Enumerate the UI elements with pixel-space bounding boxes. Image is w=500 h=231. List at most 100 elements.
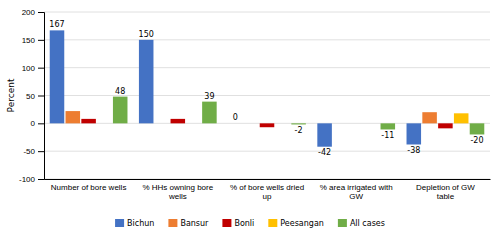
y-tick-mark xyxy=(38,40,44,41)
legend-swatch xyxy=(115,219,124,227)
x-tick-label-line: wells xyxy=(168,192,187,201)
legend-item: All cases xyxy=(338,219,385,228)
data-label: -11 xyxy=(381,131,394,140)
bar xyxy=(66,111,81,123)
y-tick-label: -50 xyxy=(23,147,35,156)
x-tick: Number of bore wells xyxy=(51,183,127,192)
grid-line xyxy=(44,12,490,13)
bar xyxy=(381,123,396,129)
data-label: -20 xyxy=(470,136,483,145)
legend-label: Bichun xyxy=(127,219,154,228)
bar xyxy=(155,123,170,124)
bar xyxy=(139,40,154,124)
bar xyxy=(50,30,65,123)
x-tick: Depletion of GWtable xyxy=(416,183,475,201)
y-tick: -50 xyxy=(23,147,44,156)
legend-swatch xyxy=(268,219,277,227)
legend-label: Peesangan xyxy=(280,219,324,228)
bar xyxy=(454,113,469,123)
bar xyxy=(349,123,364,124)
legend-item: Bonli xyxy=(222,219,254,228)
bar xyxy=(291,123,306,124)
bar xyxy=(228,123,243,124)
bar xyxy=(260,123,275,127)
x-tick-label: Number of bore wells xyxy=(51,183,127,192)
y-tick: 150 xyxy=(22,36,44,45)
data-label: 0 xyxy=(233,113,238,122)
x-tick-label: % HHs owning borewells xyxy=(142,183,213,201)
x-tick: % HHs owning borewells xyxy=(142,183,213,201)
bar xyxy=(113,97,128,124)
data-label: -38 xyxy=(407,146,420,155)
bars xyxy=(50,30,485,146)
x-tick-label: % of bore wells driedup xyxy=(230,183,304,201)
grid-line xyxy=(44,179,490,180)
grid-line xyxy=(44,151,490,152)
bar xyxy=(81,119,96,123)
x-tick-label: Depletion of GWtable xyxy=(416,183,475,201)
data-label: 167 xyxy=(49,20,64,29)
x-tick-label-line: GW xyxy=(349,192,363,201)
chart: -100 -50 0 50 100 150 200 Number of bore wells%… xyxy=(0,0,500,231)
y-axis-line xyxy=(38,13,45,180)
y-tick-mark xyxy=(38,123,44,124)
bar xyxy=(97,123,112,124)
legend-label: Bonli xyxy=(234,219,254,228)
bar xyxy=(244,123,259,124)
grid-line xyxy=(44,39,490,40)
y-tick-label: -100 xyxy=(19,175,36,184)
grid-line xyxy=(44,67,490,68)
data-label: -2 xyxy=(295,126,303,135)
data-label: 39 xyxy=(204,92,214,101)
bar xyxy=(422,112,437,123)
bar xyxy=(470,123,485,134)
y-tick: -100 xyxy=(19,175,44,184)
legend-item: Bansur xyxy=(168,219,209,228)
bar xyxy=(333,123,348,124)
x-tick-label-line: % area irrigated with xyxy=(320,183,393,192)
x-tick: % area irrigated withGW xyxy=(320,183,393,201)
bar xyxy=(438,123,453,128)
y-tick: 50 xyxy=(26,92,44,101)
bar xyxy=(317,123,332,146)
bar xyxy=(186,123,201,124)
legend-label: All cases xyxy=(350,219,385,228)
data-label: 48 xyxy=(115,87,125,96)
y-tick: 100 xyxy=(22,64,44,73)
y-tick: 200 xyxy=(22,8,44,17)
data-label: -42 xyxy=(318,148,331,157)
y-tick-label: 0 xyxy=(31,119,36,128)
x-axis: Number of bore wells % HHs owning borewel… xyxy=(45,180,491,201)
y-tick-mark xyxy=(38,151,44,152)
legend-swatch xyxy=(338,219,347,227)
y-tick-mark xyxy=(38,12,44,13)
grid xyxy=(44,12,490,179)
x-tick-label-line: % HHs owning bore xyxy=(142,183,213,192)
x-tick-label-line: % of bore wells dried xyxy=(230,183,304,192)
x-tick-label-line: up xyxy=(263,192,272,201)
y-tick-label: 50 xyxy=(26,92,35,101)
bar xyxy=(202,102,217,124)
grid-line xyxy=(44,95,490,96)
x-tick-label: % area irrigated withGW xyxy=(320,183,393,201)
x-tick-label-line: Number of bore wells xyxy=(51,183,127,192)
legend-label: Bansur xyxy=(180,219,209,228)
y-tick-label: 150 xyxy=(22,36,36,45)
legend: Bichun Bansur Bonli Peesangan All cases xyxy=(115,219,385,228)
y-tick-label: 200 xyxy=(22,8,36,17)
x-tick-label-line: Depletion of GW xyxy=(416,183,475,192)
y-axis: -100 -50 0 50 100 150 200 xyxy=(19,8,45,184)
y-tick-mark xyxy=(38,68,44,69)
legend-swatch xyxy=(168,219,177,227)
bar xyxy=(407,123,422,144)
x-tick: % of bore wells driedup xyxy=(230,183,304,201)
plot: -100 -50 0 50 100 150 200 Number of bore wells%… xyxy=(19,8,491,201)
x-axis-line xyxy=(45,179,491,180)
legend-swatch xyxy=(222,219,231,227)
y-tick: 0 xyxy=(31,119,44,128)
x-tick-label-line: table xyxy=(437,192,455,201)
y-axis-title: Percent xyxy=(6,78,16,112)
legend-item: Peesangan xyxy=(268,219,324,228)
data-label: 150 xyxy=(139,30,154,39)
y-tick-mark xyxy=(38,96,44,97)
